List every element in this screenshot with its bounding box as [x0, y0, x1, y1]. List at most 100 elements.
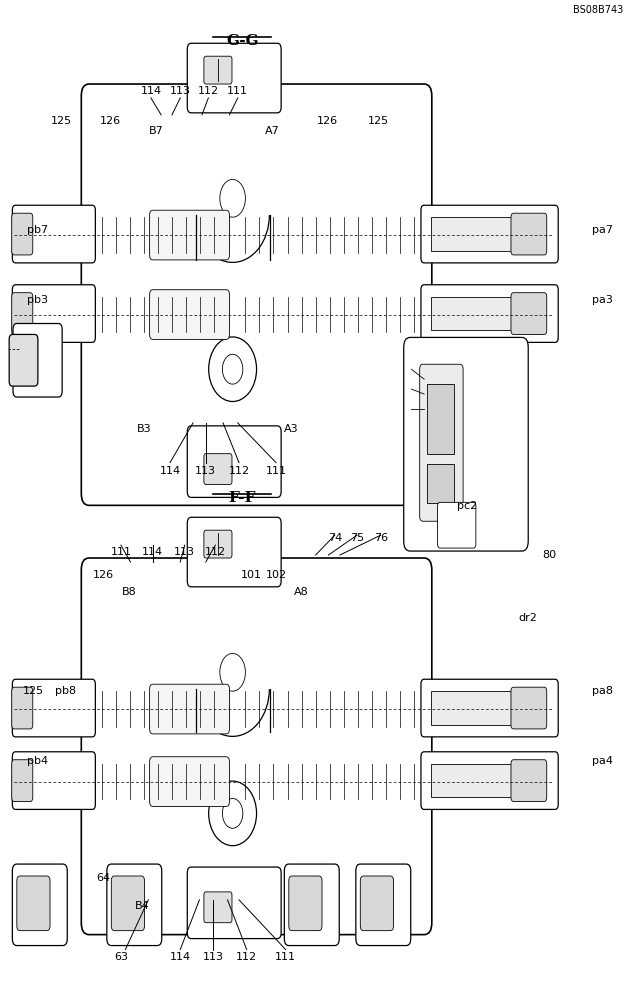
- FancyBboxPatch shape: [404, 337, 528, 551]
- Text: 111: 111: [227, 86, 248, 96]
- Text: 102: 102: [265, 570, 287, 580]
- FancyBboxPatch shape: [12, 285, 95, 342]
- FancyBboxPatch shape: [12, 752, 95, 809]
- Text: BS08B743: BS08B743: [573, 5, 623, 15]
- Bar: [428, 384, 454, 454]
- FancyBboxPatch shape: [12, 760, 33, 801]
- Text: 113: 113: [195, 466, 216, 476]
- FancyBboxPatch shape: [421, 679, 558, 737]
- FancyBboxPatch shape: [204, 56, 232, 84]
- FancyBboxPatch shape: [289, 876, 322, 931]
- FancyBboxPatch shape: [421, 285, 558, 342]
- FancyBboxPatch shape: [437, 502, 476, 548]
- Ellipse shape: [209, 781, 256, 846]
- Bar: [431, 217, 513, 251]
- Text: 111: 111: [275, 952, 296, 962]
- Text: pb3: pb3: [28, 295, 48, 305]
- FancyBboxPatch shape: [511, 213, 547, 255]
- Text: A7: A7: [265, 126, 279, 136]
- Text: 74: 74: [328, 533, 342, 543]
- Text: pb8: pb8: [55, 686, 76, 696]
- FancyBboxPatch shape: [149, 290, 229, 339]
- FancyBboxPatch shape: [511, 293, 547, 334]
- FancyBboxPatch shape: [356, 864, 411, 946]
- Text: B8: B8: [122, 587, 137, 597]
- Text: 64: 64: [97, 873, 111, 883]
- Text: B7: B7: [149, 126, 164, 136]
- Text: 75: 75: [350, 533, 364, 543]
- Text: 125: 125: [368, 116, 389, 126]
- Ellipse shape: [209, 337, 256, 402]
- Text: 111: 111: [110, 547, 131, 557]
- FancyBboxPatch shape: [12, 205, 95, 263]
- Ellipse shape: [220, 179, 245, 217]
- Text: 101: 101: [242, 570, 262, 580]
- Text: 113: 113: [175, 547, 195, 557]
- FancyBboxPatch shape: [285, 864, 339, 946]
- Text: 76: 76: [374, 533, 388, 543]
- Text: B3: B3: [137, 424, 152, 434]
- Text: 114: 114: [160, 466, 180, 476]
- Text: 80: 80: [542, 550, 556, 560]
- FancyBboxPatch shape: [9, 334, 38, 386]
- FancyBboxPatch shape: [511, 687, 547, 729]
- Text: A3: A3: [284, 424, 299, 434]
- Text: 125: 125: [51, 116, 72, 126]
- Text: B4: B4: [135, 901, 149, 911]
- FancyBboxPatch shape: [149, 210, 229, 260]
- FancyBboxPatch shape: [360, 876, 393, 931]
- Text: A8: A8: [294, 587, 309, 597]
- FancyBboxPatch shape: [187, 426, 281, 497]
- Text: F-F: F-F: [229, 491, 256, 505]
- FancyBboxPatch shape: [111, 876, 144, 931]
- Text: pa7: pa7: [592, 225, 614, 235]
- FancyBboxPatch shape: [81, 84, 432, 505]
- FancyBboxPatch shape: [204, 530, 232, 558]
- FancyBboxPatch shape: [187, 867, 281, 939]
- Text: pb7: pb7: [27, 225, 48, 235]
- FancyBboxPatch shape: [421, 205, 558, 263]
- Bar: [428, 464, 454, 503]
- Text: dr2: dr2: [518, 613, 538, 623]
- Text: pc2: pc2: [457, 501, 478, 511]
- Text: pb4: pb4: [27, 756, 48, 766]
- Text: pa4: pa4: [592, 756, 614, 766]
- FancyBboxPatch shape: [13, 324, 62, 397]
- Text: pa8: pa8: [592, 686, 614, 696]
- FancyBboxPatch shape: [204, 454, 232, 484]
- FancyBboxPatch shape: [149, 684, 229, 734]
- Ellipse shape: [222, 354, 243, 384]
- Text: 126: 126: [93, 570, 114, 580]
- FancyBboxPatch shape: [12, 687, 33, 729]
- Text: 114: 114: [170, 952, 191, 962]
- Text: 113: 113: [170, 86, 191, 96]
- FancyBboxPatch shape: [12, 864, 67, 946]
- FancyBboxPatch shape: [12, 213, 33, 255]
- FancyBboxPatch shape: [420, 364, 463, 521]
- Text: G-G: G-G: [226, 34, 258, 48]
- Text: 111: 111: [265, 466, 287, 476]
- Bar: [431, 764, 513, 797]
- Text: 112: 112: [205, 547, 226, 557]
- Text: 63: 63: [114, 952, 128, 962]
- Text: 112: 112: [198, 86, 219, 96]
- FancyBboxPatch shape: [511, 760, 547, 801]
- FancyBboxPatch shape: [12, 679, 95, 737]
- FancyBboxPatch shape: [17, 876, 50, 931]
- FancyBboxPatch shape: [107, 864, 162, 946]
- Text: 126: 126: [317, 116, 337, 126]
- Bar: [431, 691, 513, 725]
- Text: 114: 114: [142, 547, 164, 557]
- FancyBboxPatch shape: [421, 752, 558, 809]
- Ellipse shape: [222, 798, 243, 828]
- FancyBboxPatch shape: [187, 517, 281, 587]
- FancyBboxPatch shape: [204, 892, 232, 923]
- Text: 113: 113: [203, 952, 224, 962]
- Text: 125: 125: [23, 686, 44, 696]
- Bar: [431, 297, 513, 330]
- Text: 112: 112: [236, 952, 257, 962]
- FancyBboxPatch shape: [187, 43, 281, 113]
- Ellipse shape: [220, 653, 245, 691]
- FancyBboxPatch shape: [12, 293, 33, 334]
- Text: 112: 112: [229, 466, 250, 476]
